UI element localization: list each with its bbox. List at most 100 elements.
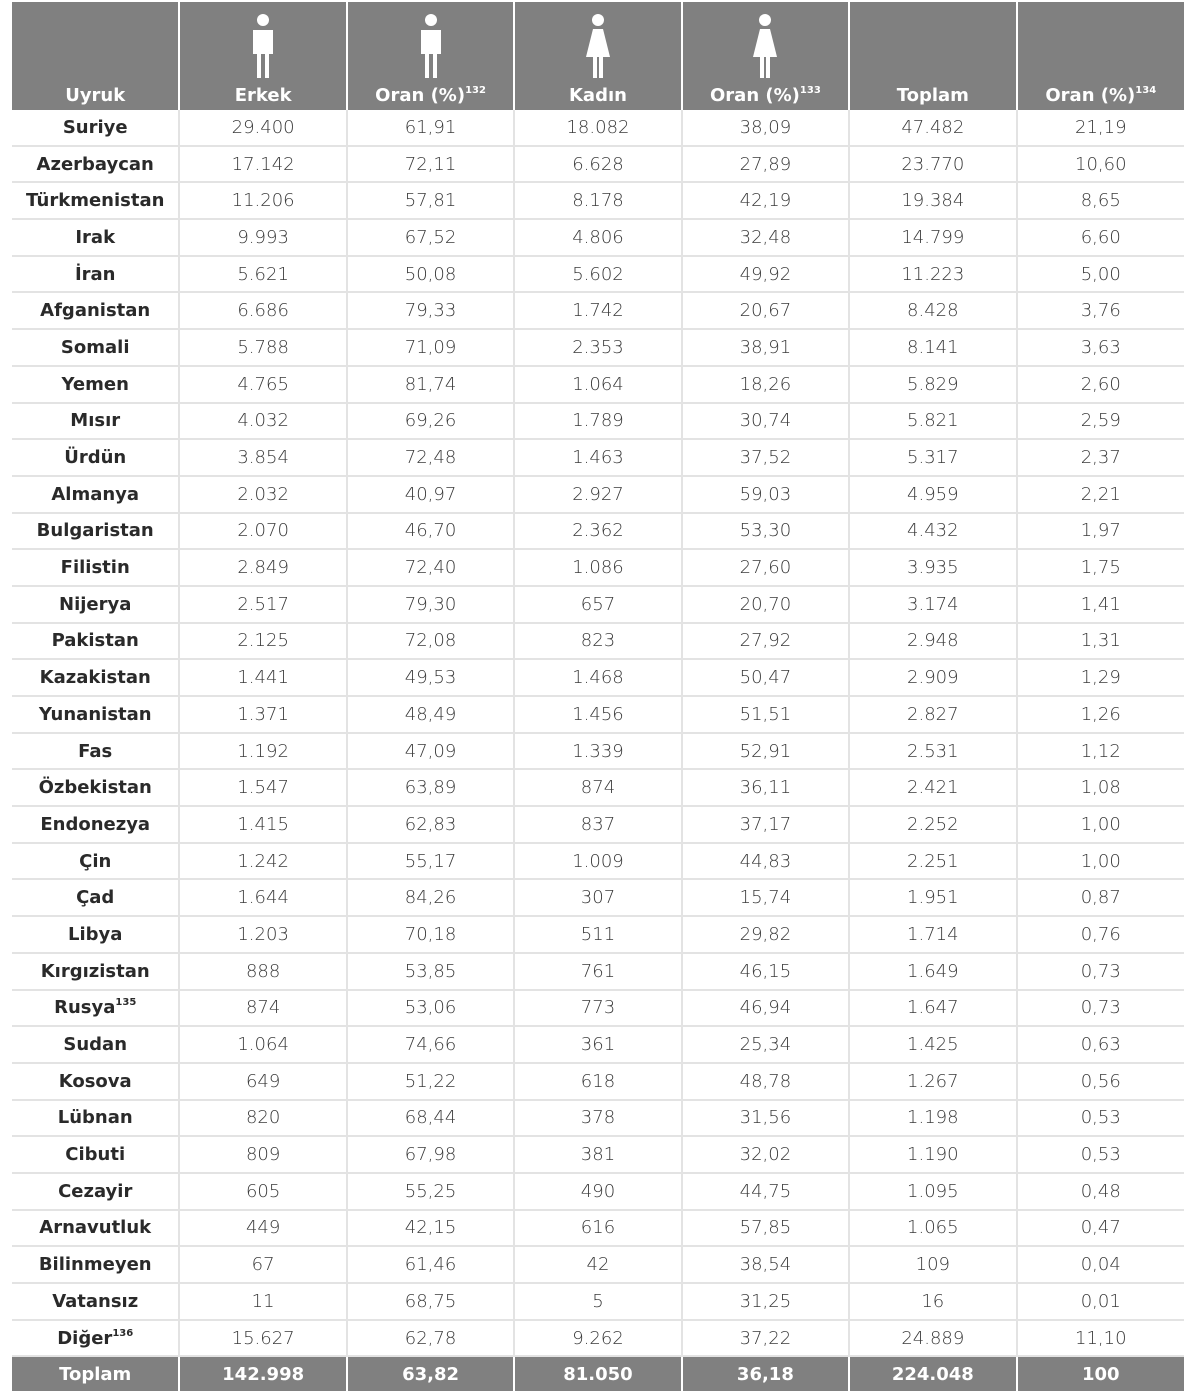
cell: 1,97 [1015,512,1184,551]
cell: 1.190 [848,1136,1017,1174]
row-label: Nijerya [12,585,180,624]
table-row: Afganistan 6.686 79,33 1.742 20,67 8.428 3,76 [12,292,1184,331]
cell: 14.799 [848,219,1017,257]
cell: 42,15 [345,1209,515,1248]
cell: 0,04 [1015,1246,1184,1284]
cell: 1.714 [848,916,1017,954]
male-icon [420,14,441,78]
cell: 47,09 [345,732,515,771]
cell: 809 [178,1136,347,1174]
cell: 1,26 [1015,696,1184,734]
cell: 9.993 [178,219,347,257]
cell: 71,09 [345,329,515,367]
table-row: Suriye 29.400 61,91 18.082 38,09 47.482 21,19 [12,110,1184,147]
cell: 2.032 [178,475,347,514]
cell: 1.415 [178,806,347,844]
cell: 21,19 [1015,110,1184,147]
footnote-ref: 133 [799,85,821,96]
cell: 1.267 [848,1062,1017,1101]
cell: 2.948 [848,622,1017,661]
cell: 1.009 [513,842,682,881]
cell: 100 [1015,1356,1184,1391]
cell: 37,17 [680,806,850,844]
cell: 1.064 [513,365,682,404]
cell: 1,00 [1015,842,1184,881]
cell: 0,76 [1015,916,1184,954]
cell: 1.644 [178,879,347,918]
cell: 32,02 [680,1136,850,1174]
cell: 24.889 [848,1319,1017,1358]
table-row: Arnavutluk 449 42,15 616 57,85 1.065 0,47 [12,1209,1184,1248]
cell: 8.141 [848,329,1017,367]
cell: 38,09 [680,110,850,147]
cell: 5 [513,1283,682,1321]
table-row: Filistin 2.849 72,40 1.086 27,60 3.935 1,75 [12,549,1184,587]
cell: 8.428 [848,292,1017,331]
row-label: Bilinmeyen [12,1246,180,1284]
cell: 79,30 [345,585,515,624]
cell: 20,70 [680,585,850,624]
table-row: Azerbaycan 17.142 72,11 6.628 27,89 23.770 10,… [12,145,1184,184]
cell: 449 [178,1209,347,1248]
row-label: Somali [12,329,180,367]
cell: 72,08 [345,622,515,661]
cell: 1.095 [848,1172,1017,1211]
table-row: Çin 1.242 55,17 1.009 44,83 2.251 1,00 [12,842,1184,881]
cell: 605 [178,1172,347,1211]
cell: 42,19 [680,182,850,221]
cell-text: Diğer [57,1327,113,1349]
cell: 70,18 [345,916,515,954]
cell: 4.806 [513,219,682,257]
table-row: Türkmenistan 11.206 57,81 8.178 42,19 19.384 8… [12,182,1184,221]
cell: 1.086 [513,549,682,587]
cell: 1.064 [178,1026,347,1064]
cell: 68,75 [345,1283,515,1321]
cell: 2.251 [848,842,1017,881]
cell: 820 [178,1099,347,1138]
table-header: Uyruk Erkek Oran (%)132 Kadın Oran (%)133 Top… [12,2,1184,110]
cell: 2.827 [848,696,1017,734]
cell: 62,78 [345,1319,515,1358]
cell: 2.909 [848,659,1017,697]
cell: 5.621 [178,255,347,294]
cell: 81,74 [345,365,515,404]
cell: 2.531 [848,732,1017,771]
cell: 1.065 [848,1209,1017,1248]
cell-text: Filistin [60,557,130,579]
cell: 511 [513,916,682,954]
cell: 490 [513,1172,682,1211]
cell: 616 [513,1209,682,1248]
cell: 10,60 [1015,145,1184,184]
table-row: Yemen 4.765 81,74 1.064 18,26 5.829 2,60 [12,365,1184,404]
cell: 29,82 [680,916,850,954]
cell: 2.125 [178,622,347,661]
cell: 2,21 [1015,475,1184,514]
column-header: Oran (%)134 [1015,2,1184,110]
cell: 1.425 [848,1026,1017,1064]
cell: 68,44 [345,1099,515,1138]
cell: 2,37 [1015,439,1184,477]
cell: 2.849 [178,549,347,587]
row-label: Özbekistan [12,769,180,808]
cell: 888 [178,952,347,991]
cell: 44,83 [680,842,850,881]
cell: 17.142 [178,145,347,184]
cell: 8.178 [513,182,682,221]
cell: 38,54 [680,1246,850,1284]
table-row: Vatansız 11 68,75 5 31,25 16 0,01 [12,1283,1184,1321]
cell: 1.468 [513,659,682,697]
cell: 72,11 [345,145,515,184]
row-label: Pakistan [12,622,180,661]
cell: 618 [513,1062,682,1101]
cell-text: Vatansız [52,1290,139,1312]
cell: 49,53 [345,659,515,697]
cell: 5.788 [178,329,347,367]
cell: 51,22 [345,1062,515,1101]
cell: 4.432 [848,512,1017,551]
cell-text: Cibuti [65,1144,126,1166]
cell-text: Lübnan [57,1107,133,1129]
table-row: İran 5.621 50,08 5.602 49,92 11.223 5,00 [12,255,1184,294]
male-icon [253,14,274,78]
table-row: Almanya 2.032 40,97 2.927 59,03 4.959 2,21 [12,475,1184,514]
